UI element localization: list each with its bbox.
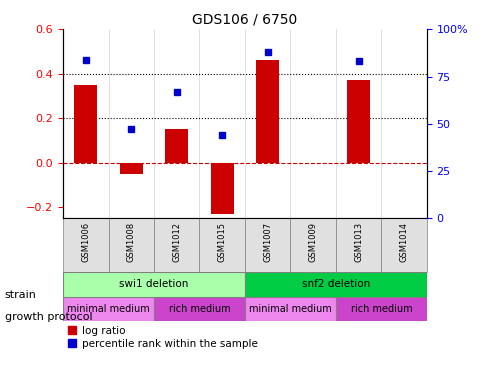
FancyBboxPatch shape bbox=[244, 296, 335, 321]
FancyBboxPatch shape bbox=[380, 218, 426, 272]
Text: minimal medium: minimal medium bbox=[67, 304, 150, 314]
FancyBboxPatch shape bbox=[108, 218, 153, 272]
FancyBboxPatch shape bbox=[199, 218, 244, 272]
Text: GSM1009: GSM1009 bbox=[308, 222, 317, 262]
FancyBboxPatch shape bbox=[63, 272, 244, 296]
Bar bbox=[347, 81, 369, 163]
FancyBboxPatch shape bbox=[153, 296, 244, 321]
Text: growth protocol: growth protocol bbox=[5, 311, 92, 322]
Text: GSM1012: GSM1012 bbox=[172, 222, 181, 262]
FancyBboxPatch shape bbox=[335, 296, 426, 321]
FancyBboxPatch shape bbox=[153, 218, 199, 272]
Text: GSM1013: GSM1013 bbox=[353, 222, 363, 262]
Text: rich medium: rich medium bbox=[168, 304, 230, 314]
Text: snf2 deletion: snf2 deletion bbox=[301, 279, 369, 290]
FancyBboxPatch shape bbox=[63, 218, 108, 272]
Legend: log ratio, percentile rank within the sample: log ratio, percentile rank within the sa… bbox=[68, 326, 257, 349]
Title: GDS106 / 6750: GDS106 / 6750 bbox=[192, 13, 297, 27]
Text: GSM1007: GSM1007 bbox=[263, 222, 272, 262]
Text: GSM1015: GSM1015 bbox=[217, 222, 226, 262]
Bar bbox=[120, 163, 142, 174]
Bar bbox=[256, 60, 278, 163]
FancyBboxPatch shape bbox=[244, 218, 290, 272]
Text: GSM1008: GSM1008 bbox=[126, 222, 136, 262]
FancyBboxPatch shape bbox=[244, 272, 426, 296]
Text: strain: strain bbox=[5, 290, 37, 300]
FancyBboxPatch shape bbox=[290, 218, 335, 272]
Text: rich medium: rich medium bbox=[350, 304, 411, 314]
Bar bbox=[211, 163, 233, 214]
Text: minimal medium: minimal medium bbox=[248, 304, 331, 314]
Bar bbox=[74, 85, 97, 163]
FancyBboxPatch shape bbox=[63, 296, 153, 321]
Text: GSM1014: GSM1014 bbox=[399, 222, 408, 262]
Text: swi1 deletion: swi1 deletion bbox=[119, 279, 188, 290]
Bar bbox=[165, 129, 188, 163]
Text: GSM1006: GSM1006 bbox=[81, 222, 90, 262]
FancyBboxPatch shape bbox=[335, 218, 380, 272]
